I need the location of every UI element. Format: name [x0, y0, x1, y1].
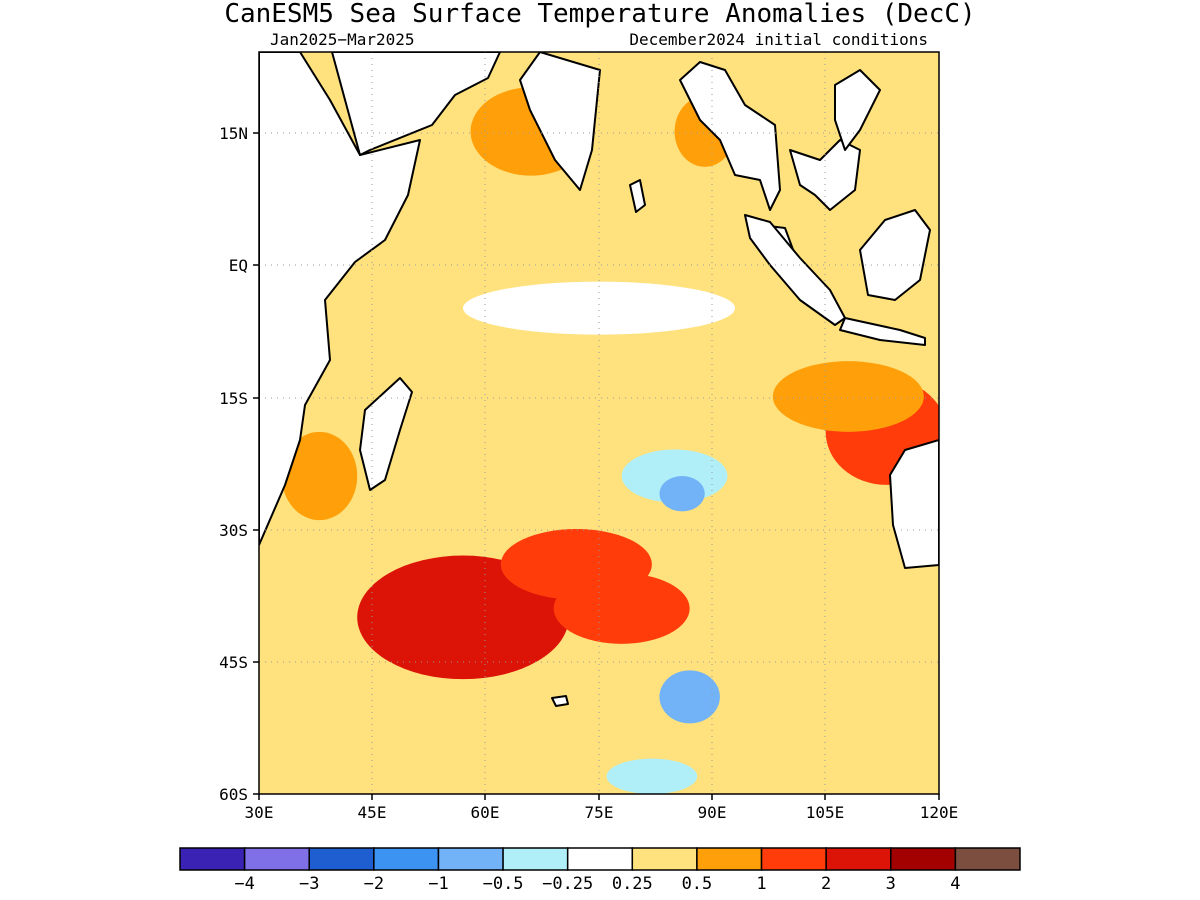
land-madagascar: [359, 377, 413, 491]
y-tick-label: 15S: [219, 389, 248, 408]
colorbar-tick-label: 4: [950, 874, 960, 894]
land-arabia: [331, 52, 501, 156]
colorbar-swatch: [760, 847, 827, 871]
anomaly-region-south-cool-core: [674, 692, 705, 719]
colorbar-tick-label: 0.25: [612, 874, 653, 894]
colorbar-tick-label: 2: [821, 874, 831, 894]
chart-title: CanESM5 Sea Surface Temperature Anomalie…: [224, 0, 975, 29]
colorbar-tick-label: −3: [299, 874, 319, 894]
anomaly-region-southeast-warm: [553, 573, 690, 644]
landmasses: [259, 52, 939, 707]
x-tick-label: 60E: [471, 803, 500, 822]
land-sri-lanka: [629, 179, 646, 213]
colorbar-swatch: [179, 847, 246, 871]
land-sumatra: [744, 214, 846, 326]
colorbar-tick-label: −1: [428, 874, 448, 894]
x-tick-label: 90E: [698, 803, 727, 822]
anomaly-region-madagascar-warm: [281, 431, 358, 521]
anomaly-region-far-south-cool: [606, 758, 698, 794]
land-india: [519, 52, 601, 191]
y-tick-label: 15N: [219, 124, 248, 143]
land-australia: [889, 439, 939, 569]
x-tick-label: 105E: [806, 803, 845, 822]
x-tick-label: 120E: [920, 803, 959, 822]
land-se-asia-coast: [834, 69, 881, 151]
y-tick-label: 30S: [219, 521, 248, 540]
colorbar-swatch: [696, 847, 763, 871]
colorbar: −4 −3 −2 −1 −0.5 −0.25 0.25 0.5 1 2 3 4: [179, 847, 1021, 894]
colorbar-swatch: [437, 847, 504, 871]
x-axis: [258, 794, 940, 800]
land-africa: [259, 52, 421, 546]
chart-subtitle-init: December2024 initial conditions: [629, 30, 928, 49]
y-axis: [253, 132, 259, 795]
chart-subtitle-period: Jan2025−Mar2025: [270, 30, 415, 49]
colorbar-tick-label: −0.5: [483, 874, 524, 894]
colorbar-tick-label: −4: [234, 874, 254, 894]
land-myanmar-indochina: [679, 61, 781, 211]
y-tick-label: 45S: [219, 653, 248, 672]
land-java: [839, 317, 926, 346]
colorbar-swatch: [243, 847, 310, 871]
colorbar-tick-label: 0.5: [682, 874, 713, 894]
land-kerguelen: [551, 695, 569, 707]
colorbar-swatch: [502, 847, 569, 871]
land-borneo: [859, 209, 931, 301]
y-tick-label: EQ: [229, 256, 248, 275]
land-indochina-south: [789, 139, 861, 211]
colorbar-tick-label: 1: [756, 874, 766, 894]
colorbar-swatch: [566, 847, 634, 871]
colorbar-swatch: [373, 847, 440, 871]
anomaly-region-core-warm: [410, 635, 471, 671]
colorbar-swatch: [308, 847, 375, 871]
anomaly-region-timor-sea-warm: [772, 361, 924, 432]
colorbar-tick-label: −0.25: [542, 874, 593, 894]
anomaly-region-sw-indian-warm: [357, 555, 569, 680]
colorbar-swatch: [954, 847, 1021, 871]
anomaly-region-central-cool-core: [659, 476, 705, 512]
colorbar-swatch: [825, 847, 892, 871]
x-tick-label: 45E: [358, 803, 387, 822]
y-tick-label: 60S: [219, 785, 248, 804]
anomaly-region-equatorial-neutral: [463, 281, 735, 335]
colorbar-swatch: [631, 847, 698, 871]
colorbar-tick-label: −2: [364, 874, 384, 894]
x-tick-label: 75E: [585, 803, 614, 822]
map-plot-area: 15N EQ 15S 30S 45S 60S 30E 45E 60E 75E 9…: [219, 51, 959, 822]
x-tick-label: 30E: [245, 803, 274, 822]
colorbar-tick-label: 3: [886, 874, 896, 894]
map-gridlines: [259, 52, 939, 794]
colorbar-swatch: [890, 847, 957, 871]
